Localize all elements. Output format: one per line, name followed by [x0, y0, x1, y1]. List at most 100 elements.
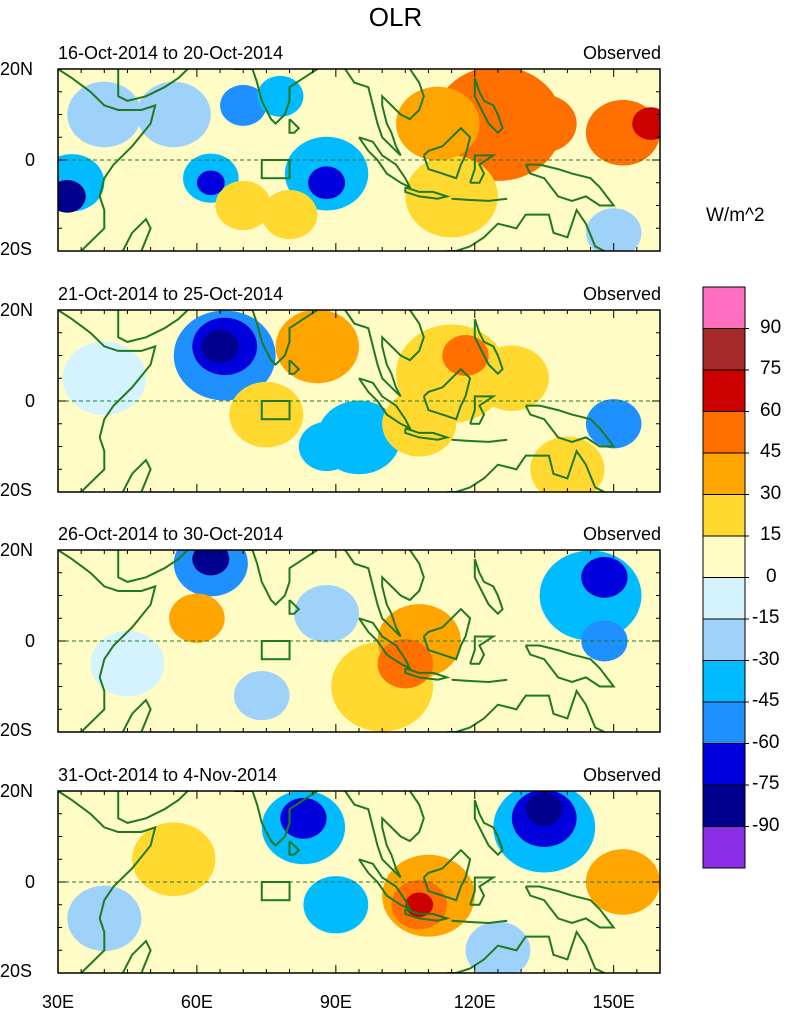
- x-tick-label: 90E: [319, 992, 352, 1012]
- olr-anomaly-patch: [169, 593, 225, 643]
- y-tick-label: 20S: [0, 720, 33, 740]
- olr-anomaly-patch: [585, 208, 642, 251]
- y-tick-label: 0: [25, 391, 36, 411]
- coastline: [234, 310, 318, 366]
- olr-anomaly-patch: [275, 310, 359, 384]
- coastline: [524, 163, 616, 207]
- coastline: [344, 791, 425, 879]
- olr-anomaly-patch: [396, 86, 480, 161]
- x-tick-label: 150E: [592, 992, 635, 1012]
- coastline: [404, 667, 451, 681]
- olr-anomaly-patch: [581, 556, 628, 598]
- coastline: [473, 558, 504, 616]
- coastline: [469, 395, 497, 425]
- colorbar-label: 75: [760, 358, 782, 379]
- coastline: [469, 876, 497, 906]
- panel-tag: Observed: [582, 43, 661, 63]
- coastline: [451, 438, 508, 443]
- coastline: [451, 678, 508, 684]
- olr-anomaly-patch: [215, 180, 272, 231]
- y-tick-label: 20S: [0, 480, 33, 500]
- colorbar-label: -30: [752, 648, 780, 670]
- olr-anomaly-patch: [201, 330, 239, 363]
- coastline: [422, 126, 472, 180]
- coastline: [344, 310, 425, 398]
- coastline: [473, 77, 504, 135]
- colorbar-swatch: [702, 577, 746, 620]
- colorbar-label: -75: [752, 773, 780, 794]
- coastline: [422, 848, 472, 902]
- olr-anomaly-patch: [132, 822, 216, 897]
- panel-title: 26-Oct-2014 to 30-Oct-2014: [58, 524, 284, 544]
- y-tick-label: 0: [25, 150, 36, 170]
- coastline: [524, 885, 616, 929]
- colorbar-swatch: [702, 411, 746, 454]
- colorbar-swatch: [702, 452, 746, 495]
- coastline: [58, 550, 157, 732]
- colorbar-label: 90: [760, 316, 782, 338]
- coastline: [404, 186, 451, 200]
- olr-anomaly-patch: [511, 94, 577, 153]
- olr-anomaly-patch: [585, 399, 642, 449]
- chart-title: OLR: [368, 2, 423, 32]
- colorbar-label: 45: [760, 441, 782, 462]
- coastline: [121, 458, 152, 492]
- coastline: [117, 791, 189, 824]
- coastline: [422, 367, 472, 421]
- olr-anomaly-patch: [442, 335, 489, 376]
- y-tick-label: 20N: [0, 300, 34, 320]
- coastline: [117, 310, 189, 343]
- colorbar-label: -90: [752, 814, 780, 836]
- olr-anomaly-patch: [233, 671, 290, 721]
- coastline: [469, 635, 497, 665]
- panel-tag: Observed: [582, 524, 661, 544]
- coastline: [117, 550, 189, 583]
- region-box: [260, 640, 291, 661]
- colorbar-swatch: [702, 784, 746, 827]
- olr-anomaly-patch: [196, 170, 225, 196]
- coastline: [469, 154, 497, 184]
- coastline: [344, 69, 425, 157]
- coastline: [451, 919, 508, 925]
- coastline: [121, 698, 152, 732]
- panel-tag: Observed: [582, 284, 661, 304]
- panel-title: 16-Oct-2014 to 20-Oct-2014: [58, 43, 284, 63]
- coastline: [358, 617, 413, 671]
- colorbar-units: W/m^2: [706, 205, 765, 226]
- coastline: [121, 217, 152, 251]
- coastline: [58, 791, 157, 973]
- colorbar-swatch: [702, 286, 746, 329]
- olr-anomaly-patch: [474, 345, 549, 412]
- colorbar-swatch: [702, 535, 746, 578]
- coastline: [358, 858, 413, 912]
- colorbar-swatch: [702, 701, 746, 744]
- olr-anomaly-patch: [62, 341, 146, 416]
- olr-anomaly-patch: [220, 84, 267, 126]
- x-tick-label: 60E: [180, 992, 213, 1012]
- coastline: [473, 799, 504, 857]
- map-panel-1: [57, 68, 661, 252]
- olr-anomaly-patch: [58, 180, 86, 213]
- coastline: [344, 550, 425, 638]
- coastline: [117, 69, 189, 102]
- colorbar-swatch: [702, 328, 746, 371]
- olr-anomaly-patch: [298, 421, 355, 472]
- panel-title: 21-Oct-2014 to 25-Oct-2014: [58, 284, 284, 304]
- coastline: [358, 136, 413, 190]
- colorbar-swatch: [702, 618, 746, 661]
- olr-anomaly-patch: [525, 792, 563, 826]
- y-tick-label: 20N: [0, 781, 34, 801]
- region-box: [260, 881, 291, 902]
- map-panel-3: [57, 549, 661, 733]
- olr-anomaly-patch: [67, 81, 142, 148]
- y-tick-label: 20N: [0, 540, 34, 560]
- olr-anomaly-patch: [632, 107, 660, 140]
- coastline: [451, 197, 508, 202]
- map-panel-2: [57, 309, 661, 493]
- olr-anomaly-patch: [229, 381, 304, 448]
- coastline: [404, 908, 451, 922]
- coastline: [58, 310, 157, 492]
- coastline: [422, 607, 472, 661]
- coastline: [288, 599, 301, 615]
